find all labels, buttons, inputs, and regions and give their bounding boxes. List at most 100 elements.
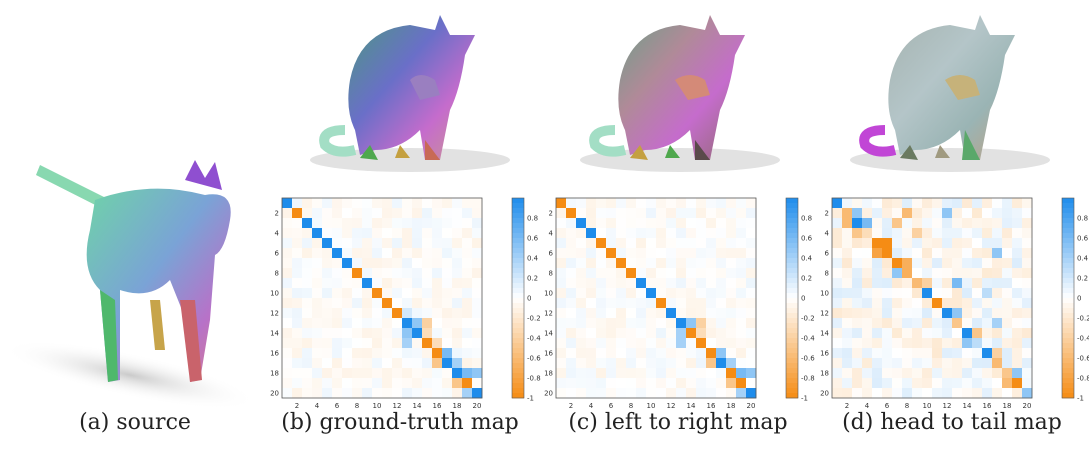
heatmap-cell <box>922 288 933 299</box>
heatmap-cell <box>586 378 597 389</box>
heatmap-cell <box>972 198 983 209</box>
heatmap-cell <box>452 288 463 299</box>
heatmap-cell <box>402 208 413 219</box>
heatmap-cell <box>312 218 323 229</box>
heatmap-cell <box>942 288 953 299</box>
heatmap-cell <box>362 318 373 329</box>
heatmap-cell <box>942 318 953 329</box>
heatmap-cell <box>1012 228 1023 239</box>
x-tick-label: 4 <box>865 402 870 410</box>
x-tick-label: 8 <box>905 402 909 410</box>
heatmap-cell <box>736 338 747 349</box>
heatmap-cell <box>382 388 393 399</box>
heatmap-cell <box>332 388 343 399</box>
colorbar-segment <box>512 338 524 344</box>
heatmap-cell <box>332 258 343 269</box>
heatmap-cell <box>412 298 423 309</box>
heatmap-cell <box>596 358 607 369</box>
heatmap-cell <box>1012 278 1023 289</box>
heatmap-cell <box>716 218 727 229</box>
colorbar-tick-label: -0.4 <box>527 335 541 343</box>
heatmap-cell <box>626 318 637 329</box>
colorbar-segment <box>512 303 524 309</box>
heatmap-cell <box>832 248 843 259</box>
heatmap-cell <box>992 208 1003 219</box>
heatmap-cell <box>902 338 913 349</box>
heatmap-cell <box>676 298 687 309</box>
heatmap-cell <box>636 318 647 329</box>
colorbar-tick-label: -1 <box>527 395 534 403</box>
colorbar-segment <box>1062 358 1074 364</box>
heatmap-cell <box>676 248 687 259</box>
heatmap-cell <box>1022 328 1033 339</box>
heatmap-cell <box>292 278 303 289</box>
heatmap-cell <box>922 208 933 219</box>
heatmap-cell <box>726 228 737 239</box>
heatmap-cell <box>462 248 473 259</box>
heatmap-cell <box>716 338 727 349</box>
heatmap-cell <box>402 308 413 319</box>
colorbar-segment <box>1062 268 1074 274</box>
x-tick-label: 10 <box>923 402 932 410</box>
heatmap-cell <box>566 208 577 219</box>
heatmap-cell <box>666 198 677 209</box>
heatmap-cell <box>432 348 443 359</box>
heatmap-cell <box>736 318 747 329</box>
heatmap-cell <box>706 378 717 389</box>
heatmap-cell <box>932 378 943 389</box>
source-cat-render <box>2 160 258 410</box>
heatmap-cell <box>1012 348 1023 359</box>
heatmap-cell <box>746 358 757 369</box>
y-tick-label: 4 <box>275 230 280 238</box>
heatmap-cell <box>686 348 697 359</box>
colorbar-segment <box>512 393 524 399</box>
heatmap-cell <box>686 288 697 299</box>
heatmap-cell <box>596 348 607 359</box>
heatmap-cell <box>696 228 707 239</box>
heatmap-cell <box>636 348 647 359</box>
heatmap-cell <box>322 228 333 239</box>
colorbar-segment <box>786 388 798 394</box>
heatmap-cell <box>952 198 963 209</box>
heatmap-cell <box>616 278 627 289</box>
heatmap-cell <box>342 348 353 359</box>
heatmap-cell <box>852 328 863 339</box>
heatmap-cell <box>442 238 453 249</box>
heatmap-cell <box>412 388 423 399</box>
heatmap-cell <box>392 268 403 279</box>
heatmap-cell <box>852 358 863 369</box>
ground-truth-cat-render <box>310 15 510 172</box>
heatmap-cell <box>922 358 933 369</box>
heatmap-cell <box>312 338 323 349</box>
heatmap-cell <box>432 208 443 219</box>
heatmap-cell <box>626 348 637 359</box>
heatmap-cell <box>472 198 483 209</box>
colorbar-segment <box>786 343 798 349</box>
heatmap-cell <box>842 248 853 259</box>
heatmap-cell <box>716 258 727 269</box>
heatmap-cell <box>912 298 923 309</box>
heatmap-cell <box>942 238 953 249</box>
colorbar-segment <box>1062 373 1074 379</box>
x-tick-label: 16 <box>983 402 992 410</box>
heatmap-cell <box>726 348 737 359</box>
heatmap-cell <box>452 318 463 329</box>
heatmap-cell <box>882 328 893 339</box>
heatmap-cell <box>952 298 963 309</box>
heatmap-cell <box>746 248 757 259</box>
heatmap-cell <box>402 338 413 349</box>
colorbar-segment <box>1062 368 1074 374</box>
heatmap-cell <box>902 358 913 369</box>
heatmap-cell <box>452 298 463 309</box>
heatmap-cell <box>666 218 677 229</box>
heatmap-cell <box>422 268 433 279</box>
heatmap-cell <box>746 338 757 349</box>
heatmap-cell <box>372 308 383 319</box>
heatmap-cell <box>626 208 637 219</box>
colorbar-segment <box>786 358 798 364</box>
heatmap-cell <box>852 318 863 329</box>
heatmap-cell <box>322 278 333 289</box>
heatmap-cell <box>952 378 963 389</box>
heatmap-cell <box>902 308 913 319</box>
heatmap-cell <box>352 328 363 339</box>
